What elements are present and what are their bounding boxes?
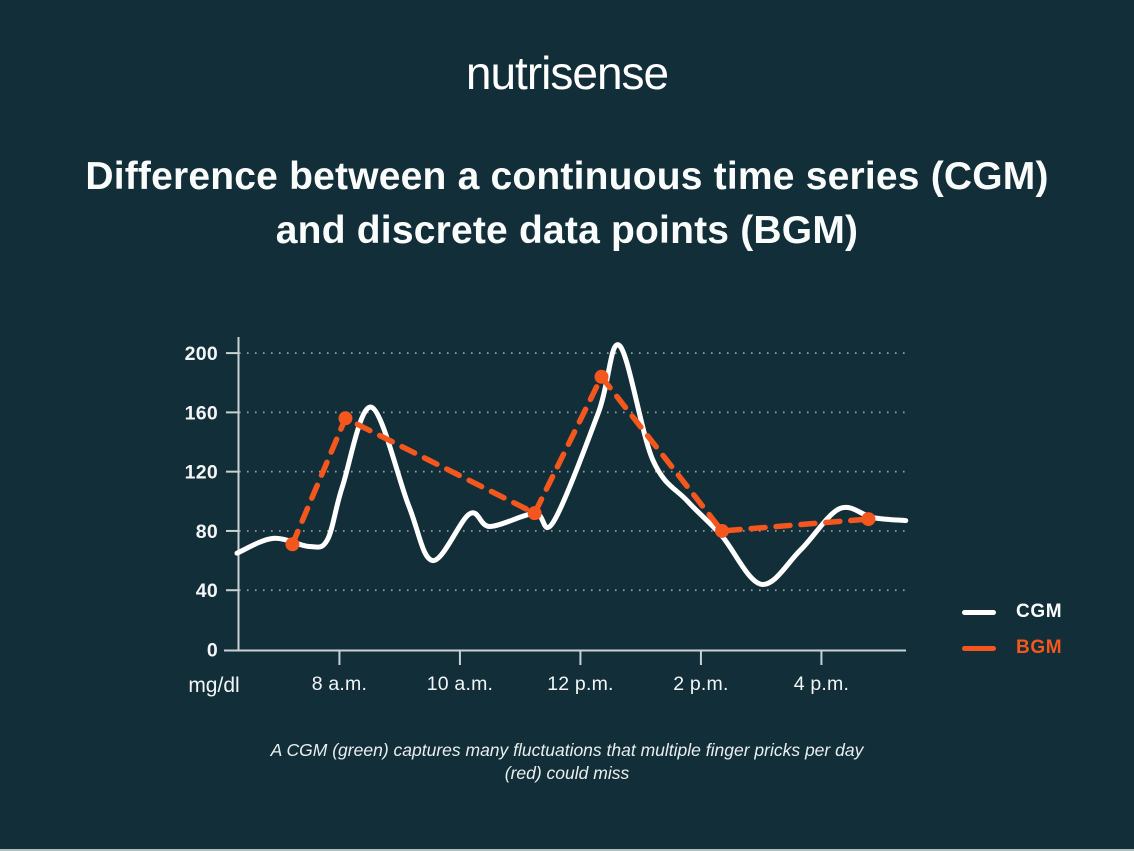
caption-line-1: A CGM (green) captures many fluctuations… [270, 740, 864, 760]
bgm-data-point [285, 537, 300, 552]
y-tick-label: 160 [185, 402, 218, 424]
chart-caption: A CGM (green) captures many fluctuations… [0, 739, 1134, 785]
bottom-edge-strip [0, 849, 1134, 851]
title-line-2: and discrete data points (BGM) [275, 209, 859, 252]
y-tick-label: 200 [185, 343, 218, 365]
x-tick-label: 8 a.m. [312, 673, 367, 695]
y-tick-label: 0 [207, 640, 218, 662]
cgm-curve [234, 342, 909, 587]
nutrisense-logo: nutrisense [465, 47, 669, 99]
bgm-data-point [338, 411, 353, 426]
y-tick-label: 120 [185, 462, 218, 484]
bgm-data-point [527, 506, 542, 521]
legend-label-cgm: CGM [1016, 601, 1063, 622]
bgm-dashed-line [289, 374, 872, 548]
y-tick-label: 80 [196, 521, 218, 543]
page-title: Difference between a continuous time ser… [0, 150, 1134, 258]
legend-label-bgm: BGM [1016, 637, 1063, 658]
bgm-data-point [861, 512, 876, 527]
bgm-line-swatch [962, 645, 996, 651]
legend-item-cgm: CGM [962, 601, 1062, 623]
legend-item-bgm: BGM [962, 637, 1062, 659]
x-tick-label: 12 p.m. [547, 673, 613, 695]
cgm-line-swatch [962, 609, 996, 615]
bgm-data-point [594, 369, 609, 384]
x-tick-label: 4 p.m. [794, 673, 849, 695]
y-axis-unit-label: mg/dl [188, 674, 239, 697]
bgm-data-point [715, 523, 730, 538]
y-tick-label: 40 [196, 580, 218, 602]
title-line-1: Difference between a continuous time ser… [85, 155, 1049, 198]
x-tick-label: 2 p.m. [673, 673, 728, 695]
chart-legend: CGM BGM [962, 601, 1062, 659]
x-tick-label: 10 a.m. [427, 673, 493, 695]
caption-line-2: (red) could miss [504, 763, 630, 783]
